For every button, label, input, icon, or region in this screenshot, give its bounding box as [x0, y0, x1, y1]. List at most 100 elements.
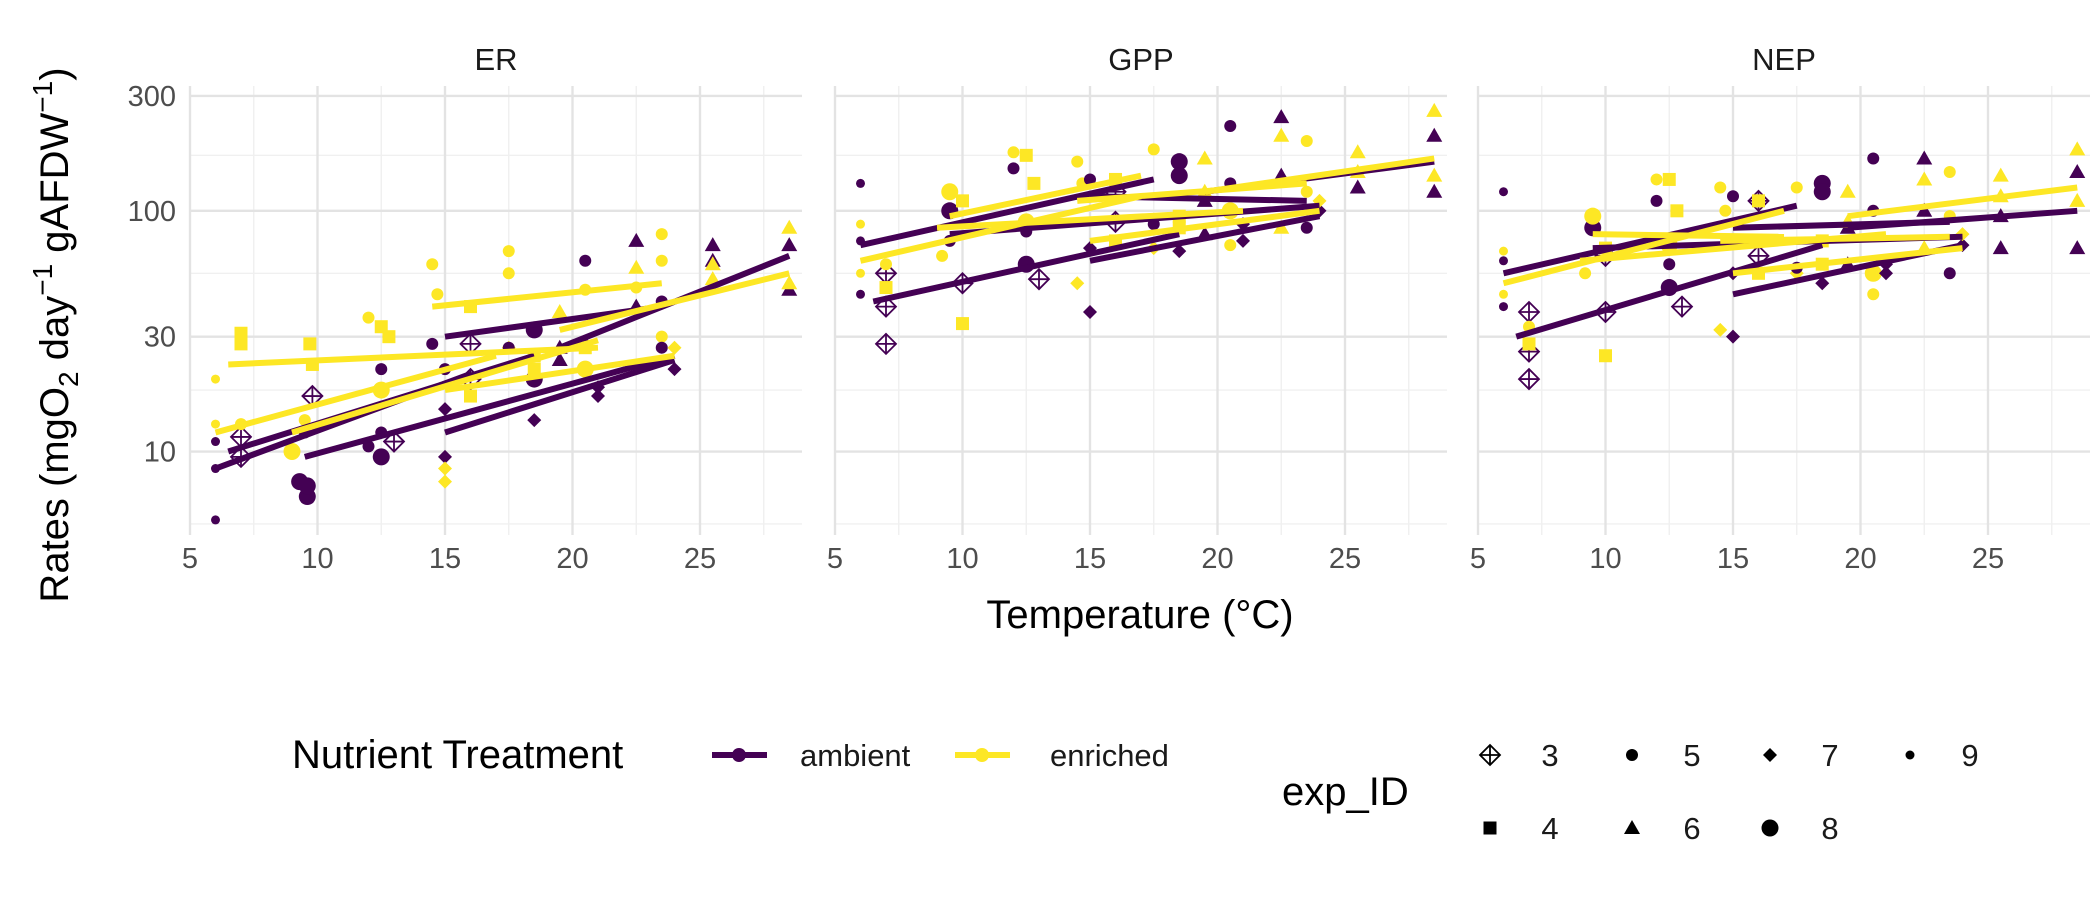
data-point-ambient: [211, 437, 220, 447]
fit-line-enriched: [444, 352, 675, 394]
fit-line-ambient: [303, 352, 676, 460]
legend-shape-diamond: [1763, 748, 1777, 762]
data-point-ambient: [551, 352, 568, 367]
data-point-ambient: [1726, 329, 1740, 344]
legend-shape-diamond-plus: [1478, 743, 1502, 767]
fit-line-enriched: [859, 193, 1142, 264]
y-label-prefix: Rates (mgO: [33, 387, 77, 603]
data-point-ambient: [781, 237, 798, 252]
data-point-enriched: [211, 419, 220, 429]
x-axis-title: Temperature (°C): [986, 593, 1293, 637]
data-point-enriched: [374, 320, 388, 334]
data-point-ambient: [2069, 163, 2086, 178]
data-point-enriched: [1426, 167, 1443, 182]
data-point-ambient: [1916, 150, 1933, 165]
data-point-enriched: [1992, 167, 2009, 182]
data-point-enriched: [438, 474, 452, 489]
data-point-enriched: [1499, 289, 1508, 299]
legend-shape-title: exp_ID: [1282, 770, 1409, 814]
fit-line-enriched: [1732, 245, 1963, 277]
data-point-ambient: [579, 254, 592, 267]
legend-shape-label: 6: [1683, 811, 1700, 846]
legend-color-title: Nutrient Treatment: [292, 733, 623, 777]
facet-label-gpp: GPP: [1108, 42, 1173, 77]
data-point-enriched: [464, 389, 477, 403]
data-point-enriched: [1599, 349, 1612, 363]
y-label-suffix: ): [33, 67, 77, 80]
data-point-ambient: [1992, 240, 2009, 255]
data-point-enriched: [1662, 172, 1676, 186]
x-tick-label: 10: [1589, 543, 1621, 575]
x-tick-label: 10: [301, 543, 333, 575]
fit-line-enriched: [1204, 155, 1435, 195]
fit-line-enriched: [1077, 180, 1307, 204]
data-point-ambient: [1426, 183, 1443, 198]
data-point-enriched: [1273, 219, 1290, 234]
data-point-enriched: [426, 258, 439, 271]
fit-line-ambient: [1515, 242, 1824, 340]
data-point-ambient: [1499, 302, 1508, 312]
x-tick-label: 15: [1717, 543, 1749, 575]
data-point-enriched: [941, 183, 959, 201]
data-point-ambient: [856, 289, 865, 299]
fit-line-ambient: [1089, 213, 1321, 264]
data-point-enriched: [551, 303, 568, 318]
x-tick-label: 25: [1329, 543, 1361, 575]
legend-key-ambient: [712, 748, 767, 762]
data-point-enriched: [303, 337, 317, 351]
svg-text:Rates (mgO2 day−1 gAFDW−1): Rates (mgO2 day−1 gAFDW−1): [27, 67, 84, 602]
x-tick-label: 20: [1844, 543, 1876, 575]
data-point-ambient: [298, 477, 316, 495]
data-point-enriched: [382, 330, 396, 344]
data-point-enriched: [1027, 176, 1041, 190]
data-point-enriched: [936, 249, 949, 262]
legend-shape-square: [1483, 821, 1497, 835]
data-point-enriched: [1864, 264, 1882, 282]
data-point-enriched: [667, 340, 682, 355]
data-point-enriched: [879, 281, 893, 295]
data-point-ambient: [1727, 190, 1739, 203]
x-tick-label: 5: [1470, 543, 1486, 575]
data-point-ambient: [375, 363, 388, 376]
legend-shape-label: 7: [1821, 738, 1838, 773]
data-point-enriched: [1916, 171, 1933, 186]
data-point-ambient: [1300, 221, 1313, 234]
data-point-enriched: [1349, 144, 1366, 159]
data-point-enriched: [2069, 141, 2086, 156]
data-point-ambient: [628, 232, 645, 247]
legend-shape-label: 8: [1821, 811, 1838, 846]
data-point-ambient: [655, 341, 668, 354]
data-point-enriched: [1584, 207, 1602, 225]
fit-line-enriched: [1502, 207, 1785, 287]
legend-shape-circle: [1626, 749, 1638, 761]
x-tick-label: 25: [684, 543, 716, 575]
legend-nutrient-treatment: Nutrient Treatment ambient enriched: [292, 733, 1169, 777]
fit-line-ambient: [872, 231, 1180, 305]
data-point-enriched: [1300, 134, 1313, 147]
data-point-enriched: [1719, 204, 1732, 217]
x-tick-label: 5: [827, 543, 843, 575]
data-point-enriched: [438, 461, 452, 476]
fit-line-ambient: [949, 202, 1320, 238]
x-tick-label: 20: [556, 543, 588, 575]
legend-exp-id: exp_ID 3 5 7 9 4 6 8: [1282, 738, 1979, 846]
legend-shape-triangle: [1624, 820, 1640, 834]
y-tick-label: 100: [128, 196, 176, 228]
fit-line-enriched: [1847, 184, 2078, 220]
fit-line-enriched: [214, 352, 497, 436]
legend-shape-circle-large: [1761, 819, 1779, 837]
data-point-enriched: [1426, 102, 1443, 117]
data-point-ambient: [704, 237, 721, 252]
y-label-mid2: gAFDW: [33, 112, 77, 263]
data-point-enriched: [1867, 288, 1880, 301]
x-tick-label: 15: [1074, 543, 1106, 575]
data-point-ambient: [211, 515, 220, 525]
data-point-enriched: [655, 330, 668, 343]
data-point-ambient: [1236, 233, 1250, 248]
data-point-enriched: [704, 256, 721, 271]
data-point-enriched: [502, 267, 515, 280]
data-point-enriched: [1522, 337, 1536, 351]
fit-line-enriched: [1089, 207, 1320, 244]
data-point-ambient: [874, 332, 898, 356]
